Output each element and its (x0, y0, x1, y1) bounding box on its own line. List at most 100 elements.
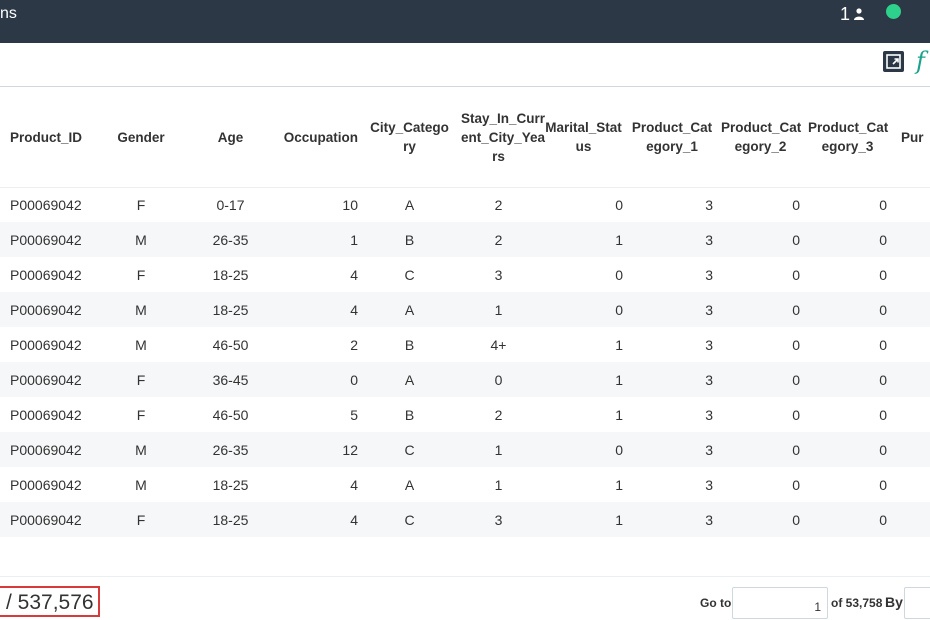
page-number-input[interactable] (732, 587, 828, 619)
column-header-age[interactable]: Age (182, 88, 279, 188)
cell-purchase (891, 187, 930, 222)
cell-age: 26-35 (182, 222, 279, 257)
cell-product-id: P00069042 (10, 406, 82, 423)
cell-city-category: A (404, 476, 415, 493)
top-bar: ns 1 (0, 0, 930, 43)
table-row[interactable]: P00069042 M 18-25 4 A 1 0 3 0 0 (0, 292, 930, 327)
cell-age: 18-25 (212, 266, 249, 283)
cell-product-category-2: 0 (792, 476, 800, 493)
cell-age: 26-35 (182, 432, 279, 467)
cell-gender: F (100, 362, 182, 397)
column-header-product-id[interactable]: Product_ID (0, 88, 100, 188)
cell-gender: M (100, 292, 182, 327)
cell-occupation: 4 (350, 476, 358, 493)
cell-gender: M (100, 222, 182, 257)
cell-occupation: 4 (350, 266, 358, 283)
cell-product-category-2: 0 (792, 336, 800, 353)
cell-marital-status: 1 (540, 222, 627, 257)
cell-stay-years: 3 (494, 266, 503, 283)
cell-stay-years: 1 (494, 476, 503, 493)
column-header-gender[interactable]: Gender (100, 88, 182, 188)
cell-marital-status: 0 (615, 266, 623, 283)
user-icon[interactable] (853, 7, 865, 21)
table-row[interactable]: P00069042 F 0-17 10 A 2 0 3 0 0 (0, 187, 930, 222)
cell-product-category-3: 0 (804, 432, 891, 467)
cell-age: 18-25 (212, 476, 249, 493)
cell-purchase (891, 257, 930, 292)
cell-occupation: 1 (279, 222, 362, 257)
cell-product-id: P00069042 (10, 196, 82, 213)
page-size-input[interactable] (904, 587, 930, 619)
table-row[interactable]: P00069042 M 26-35 1 B 2 1 3 0 0 (0, 222, 930, 257)
cell-product-category-1: 3 (705, 406, 713, 423)
cell-stay-years: 4+ (490, 336, 507, 353)
cell-city-category: C (404, 266, 415, 283)
table-header-row: Product_ID Gender Age Occupation City_Ca… (0, 88, 930, 188)
cell-product-category-2: 0 (717, 222, 804, 257)
cell-product-category-1: 3 (705, 476, 713, 493)
cell-stay-years: 3 (457, 502, 540, 537)
cell-product-category-3: 0 (879, 406, 887, 423)
column-header-purchase[interactable]: Pur (891, 88, 930, 188)
column-header-product-category-2[interactable]: Product_Cat egory_2 (717, 88, 804, 188)
table-row[interactable]: P00069042 F 18-25 4 C 3 1 3 0 0 (0, 502, 930, 537)
table-row[interactable]: P00069042 F 36-45 0 A 0 1 3 0 0 (0, 362, 930, 397)
cell-marital-status: 0 (540, 292, 627, 327)
cell-gender: M (100, 432, 182, 467)
cell-occupation: 4 (279, 502, 362, 537)
cell-purchase (891, 467, 930, 502)
cell-purchase (891, 362, 930, 397)
cell-gender: M (135, 476, 147, 493)
export-icon[interactable] (883, 51, 904, 72)
cell-purchase (891, 502, 930, 537)
cell-marital-status: 1 (540, 502, 627, 537)
column-header-product-category-1[interactable]: Product_Cat egory_1 (627, 88, 717, 188)
cell-gender: F (136, 196, 146, 213)
cell-product-category-1: 3 (627, 292, 717, 327)
cell-stay-years: 2 (457, 222, 540, 257)
cell-city-category: A (362, 362, 457, 397)
cell-marital-status: 1 (615, 336, 623, 353)
column-header-marital-status[interactable]: Marital_Stat us (540, 88, 627, 188)
column-header-city-category[interactable]: City_Catego ry (362, 88, 457, 188)
row-range-indicator: / 537,576 (0, 586, 100, 617)
cell-occupation: 5 (350, 406, 358, 423)
cell-gender: F (136, 266, 146, 283)
footer-divider (0, 576, 930, 577)
data-table: Product_ID Gender Age Occupation City_Ca… (0, 88, 930, 537)
table-row[interactable]: P00069042 M 26-35 12 C 1 0 3 0 0 (0, 432, 930, 467)
column-header-product-category-3[interactable]: Product_Cat egory_3 (804, 88, 891, 188)
formula-icon[interactable]: f (916, 47, 925, 75)
cell-product-category-3: 0 (804, 502, 891, 537)
table-row[interactable]: P00069042 M 46-50 2 B 4+ 1 3 0 0 (0, 327, 930, 362)
cell-product-id: P00069042 (10, 266, 82, 283)
cell-product-category-2: 0 (717, 362, 804, 397)
cell-city-category: B (404, 406, 415, 423)
toolbar: f (0, 43, 930, 87)
cell-age: 18-25 (182, 292, 279, 327)
cell-product-category-3: 0 (879, 266, 887, 283)
cell-product-category-3: 0 (879, 476, 887, 493)
status-indicator (886, 4, 901, 19)
cell-stay-years: 2 (494, 406, 503, 423)
cell-gender: F (100, 502, 182, 537)
table-row[interactable]: P00069042 M 18-25 4 A 1 1 3 0 0 (0, 467, 930, 502)
column-header-stay-years[interactable]: Stay_In_Curr ent_City_Yea rs (457, 88, 545, 188)
cell-stay-years: 1 (457, 292, 540, 327)
cell-age: 18-25 (182, 502, 279, 537)
cell-age: 36-45 (182, 362, 279, 397)
cell-product-category-1: 3 (627, 432, 717, 467)
cell-gender: M (135, 336, 147, 353)
cell-product-category-1: 3 (705, 336, 713, 353)
cell-product-category-3: 0 (804, 292, 891, 327)
cell-purchase (891, 222, 930, 257)
table-row[interactable]: P00069042 F 46-50 5 B 2 1 3 0 0 (0, 397, 930, 432)
table-row[interactable]: P00069042 F 18-25 4 C 3 0 3 0 0 (0, 257, 930, 292)
cell-gender: F (136, 406, 146, 423)
user-count: 1 (840, 4, 851, 24)
cell-occupation: 2 (350, 336, 358, 353)
cell-product-category-1: 3 (705, 266, 713, 283)
cell-product-category-3: 0 (879, 336, 887, 353)
column-header-occupation[interactable]: Occupation (279, 88, 362, 188)
cell-purchase (891, 292, 930, 327)
